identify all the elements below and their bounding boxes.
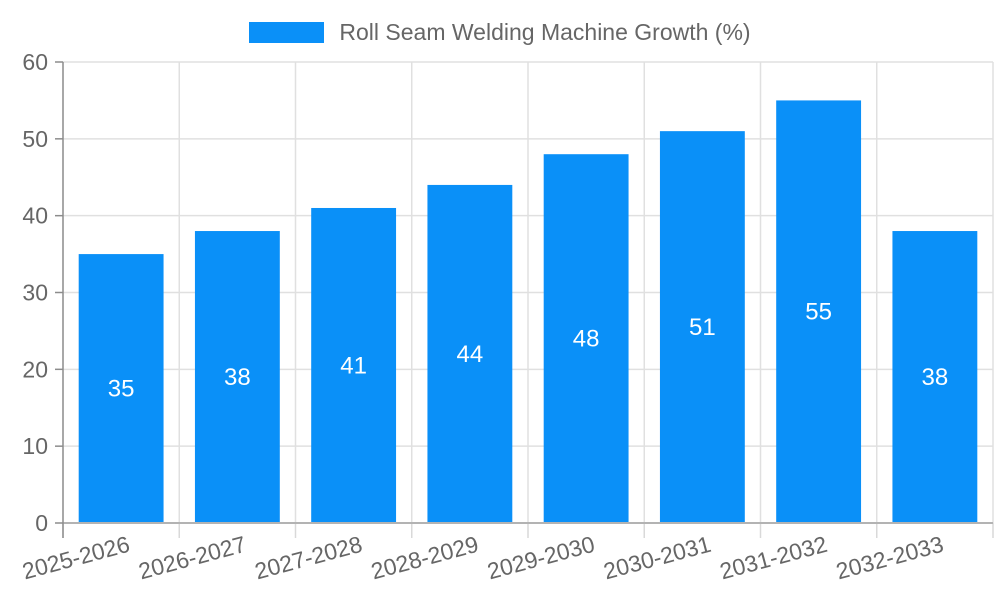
legend: Roll Seam Welding Machine Growth (%) (0, 21, 1000, 44)
legend-item[interactable]: Roll Seam Welding Machine Growth (%) (249, 19, 751, 45)
bar-value-label: 51 (689, 314, 716, 341)
y-tick-label: 60 (22, 49, 48, 75)
bar[interactable] (311, 207, 397, 523)
bar-value-label: 48 (573, 326, 600, 353)
x-tick-label: 2029-2030 (484, 531, 597, 585)
x-tick-label: 2026-2027 (136, 531, 249, 585)
bar-value-label: 55 (805, 299, 832, 326)
bar[interactable] (194, 231, 280, 524)
bar-value-label: 35 (108, 376, 135, 403)
legend-swatch (249, 22, 325, 43)
bar[interactable] (543, 154, 629, 523)
bar-value-label: 38 (922, 364, 949, 391)
bar[interactable] (659, 131, 745, 523)
bar-value-label: 38 (224, 364, 251, 391)
x-tick-label: 2032-2033 (833, 531, 946, 585)
x-tick-label: 2025-2026 (19, 531, 132, 585)
legend-label: Roll Seam Welding Machine Growth (%) (339, 19, 751, 45)
y-tick-label: 40 (22, 203, 48, 229)
x-tick-label: 2030-2031 (601, 531, 714, 585)
bar-value-label: 41 (340, 352, 367, 379)
y-tick-label: 0 (35, 510, 48, 536)
bar-value-label: 44 (457, 341, 484, 368)
y-tick-label: 20 (22, 356, 48, 382)
x-tick-label: 2031-2032 (717, 531, 830, 585)
bar[interactable] (427, 184, 513, 523)
x-tick-label: 2028-2029 (368, 531, 481, 585)
y-tick-label: 10 (22, 433, 48, 459)
bar[interactable] (78, 254, 164, 524)
bar[interactable] (776, 100, 862, 524)
y-tick-label: 50 (22, 126, 48, 152)
x-tick-label: 2027-2028 (252, 531, 365, 585)
bar[interactable] (892, 231, 978, 524)
y-tick-label: 30 (22, 280, 48, 306)
